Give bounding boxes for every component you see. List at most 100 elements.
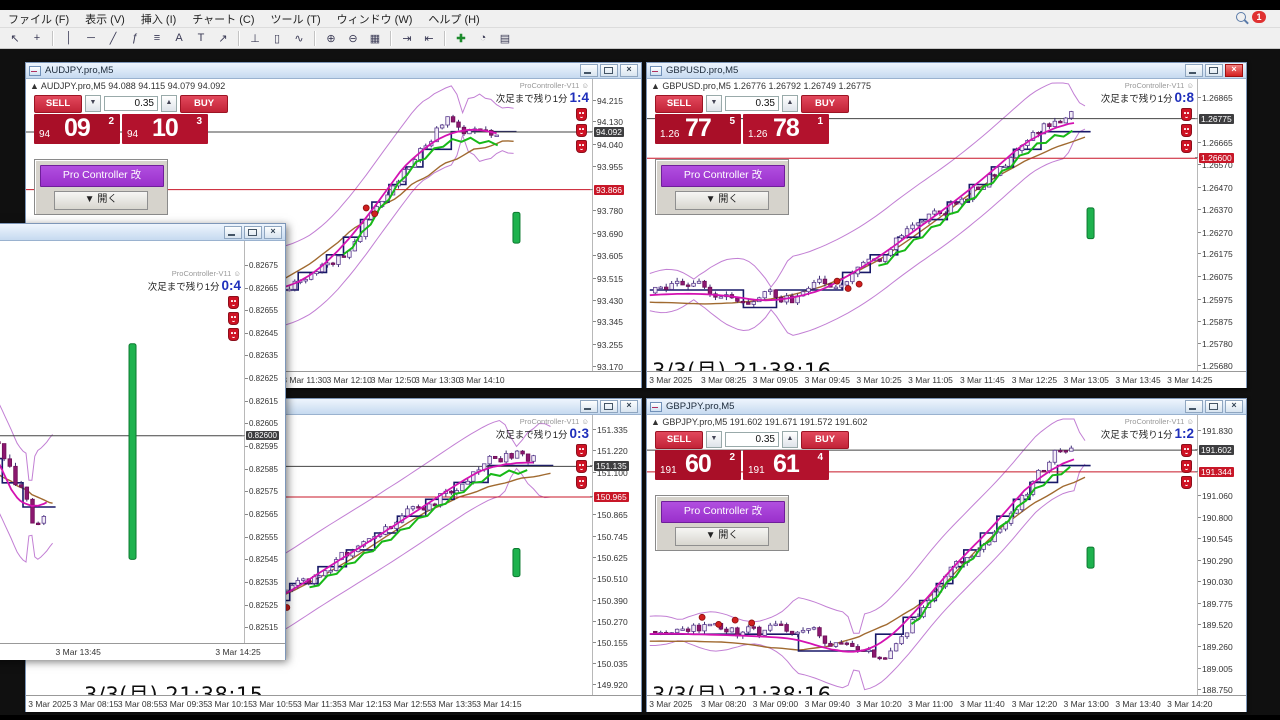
price-label: 150.625 bbox=[593, 553, 628, 564]
gbpusd-chart[interactable] bbox=[647, 79, 1198, 372]
line-chart-icon[interactable]: ∿ bbox=[294, 32, 304, 45]
price-label: 1.26270 bbox=[1198, 227, 1233, 238]
countdown-value: 0:3 bbox=[569, 426, 589, 441]
open-button[interactable]: ▼ 開く bbox=[54, 191, 148, 210]
periods-icon[interactable]: ◔ bbox=[479, 32, 487, 44]
text-icon[interactable]: A bbox=[175, 32, 183, 44]
menu-help[interactable]: ヘルプ (H) bbox=[428, 13, 480, 26]
trendline-icon[interactable]: ╱ bbox=[109, 32, 117, 45]
lot-input[interactable] bbox=[104, 96, 158, 111]
cursor-icon[interactable]: ↖ bbox=[10, 32, 20, 45]
menu-insert[interactable]: 挿入 (I) bbox=[140, 13, 177, 26]
window-floating-titlebar[interactable]: × bbox=[0, 224, 285, 241]
lot-decrease-button[interactable]: ▼ bbox=[706, 95, 722, 112]
horizontal-line-icon[interactable]: ─ bbox=[87, 32, 95, 44]
maximize-button[interactable] bbox=[1205, 400, 1223, 413]
menu-view[interactable]: 表示 (V) bbox=[85, 13, 125, 26]
floating-chart[interactable] bbox=[0, 241, 245, 644]
time-axis[interactable]: 3 Mar 2025 3 Mar 08:15 3 Mar 08:55 3 Mar 09… bbox=[26, 695, 641, 712]
chart-window-icon bbox=[29, 65, 41, 76]
menu-window[interactable]: ウィンドウ (W) bbox=[336, 13, 413, 26]
price-axis[interactable]: 151.335 151.220 151.100 150.865 150.745 150.6… bbox=[590, 415, 641, 696]
open-button[interactable]: ▼ 開く bbox=[675, 527, 769, 546]
time-axis[interactable]: 3 Mar 13:45 3 Mar 14:25 bbox=[0, 643, 285, 660]
arrows-icon[interactable]: ↗ bbox=[218, 32, 228, 45]
close-button[interactable]: × bbox=[1225, 64, 1243, 77]
sell-price-box[interactable]: 1.26 77 5 bbox=[655, 114, 741, 144]
sell-price-box[interactable]: 191 60 2 bbox=[655, 450, 741, 480]
window-gbpjpy-titlebar[interactable]: GBPJPY.pro,M5 × bbox=[647, 399, 1246, 415]
lot-increase-button[interactable]: ▲ bbox=[161, 95, 177, 112]
auto-scroll-icon[interactable]: ⇥ bbox=[402, 32, 412, 45]
sell-button[interactable]: SELL bbox=[655, 94, 703, 113]
candlestick-chart-icon[interactable]: ▯ bbox=[273, 32, 281, 45]
equidistant-channel-icon[interactable]: ≡ bbox=[153, 32, 161, 44]
price-axis[interactable]: 94.215 94.130 94.040 93.955 93.780 93.690 93.6… bbox=[590, 79, 641, 372]
lot-decrease-button[interactable]: ▼ bbox=[706, 431, 722, 448]
window-gbpusd-titlebar[interactable]: GBPUSD.pro,M5 × bbox=[647, 63, 1246, 79]
price-axis[interactable]: 191.830 191.060 190.800 190.545 190.290 190.0… bbox=[1195, 415, 1246, 696]
tile-windows-icon[interactable]: ▦ bbox=[369, 32, 381, 45]
price-label: 1.26175 bbox=[1198, 249, 1233, 260]
buy-price-box[interactable]: 1.26 78 1 bbox=[743, 114, 829, 144]
price-axis[interactable]: 1.26865 1.26665 1.26570 1.26470 1.26370 1.262… bbox=[1195, 79, 1246, 372]
minimize-button[interactable] bbox=[1185, 400, 1203, 413]
lot-increase-button[interactable]: ▲ bbox=[782, 431, 798, 448]
time-label: 3 Mar 13:00 bbox=[1063, 699, 1109, 709]
minimize-button[interactable] bbox=[1185, 64, 1203, 77]
price-label: 0.82535 bbox=[245, 577, 278, 587]
lot-increase-button[interactable]: ▲ bbox=[782, 95, 798, 112]
maximize-button[interactable] bbox=[600, 400, 618, 413]
minimize-button[interactable] bbox=[224, 225, 242, 239]
lot-input[interactable] bbox=[725, 432, 779, 447]
time-axis[interactable]: 3 Mar 2025 3 Mar 08:25 3 Mar 09:05 3 Mar 09… bbox=[647, 371, 1246, 388]
menu-tools[interactable]: ツール (T) bbox=[270, 13, 321, 26]
sell-button[interactable]: SELL bbox=[34, 94, 82, 113]
pro-controller-button[interactable]: Pro Controller 改 bbox=[40, 165, 164, 187]
window-audjpy-titlebar[interactable]: AUDJPY.pro,M5 × bbox=[26, 63, 641, 79]
close-button[interactable]: × bbox=[620, 64, 638, 77]
bar-chart-icon[interactable]: ⊥ bbox=[250, 32, 260, 45]
vertical-line-icon[interactable]: │ bbox=[65, 32, 73, 44]
minimize-button[interactable] bbox=[580, 64, 598, 77]
buy-price-box[interactable]: 94 10 3 bbox=[122, 114, 208, 144]
close-button[interactable]: × bbox=[264, 225, 282, 239]
indicators-icon[interactable]: ✚ bbox=[456, 32, 466, 45]
sell-button[interactable]: SELL bbox=[655, 430, 703, 449]
maximize-button[interactable] bbox=[600, 64, 618, 77]
open-button[interactable]: ▼ 開く bbox=[675, 191, 769, 210]
templates-icon[interactable]: ▤ bbox=[499, 32, 511, 45]
chart-shift-icon[interactable]: ⇤ bbox=[424, 32, 434, 45]
maximize-button[interactable] bbox=[244, 225, 262, 239]
audjpy-chart[interactable] bbox=[26, 79, 593, 372]
pro-controller-button[interactable]: Pro Controller 改 bbox=[661, 165, 785, 187]
zoom-in-icon[interactable]: ⊕ bbox=[326, 32, 336, 45]
sell-price-box[interactable]: 94 09 2 bbox=[34, 114, 120, 144]
maximize-button[interactable] bbox=[1205, 64, 1223, 77]
pro-controller-button[interactable]: Pro Controller 改 bbox=[661, 501, 785, 523]
price-label: 0.82625 bbox=[245, 374, 278, 384]
time-label: 3 Mar 08:25 bbox=[700, 375, 747, 385]
crosshair-icon[interactable]: + bbox=[33, 32, 41, 44]
buy-button[interactable]: BUY bbox=[180, 94, 228, 113]
close-button[interactable]: × bbox=[1225, 400, 1243, 413]
text-label-icon[interactable]: T bbox=[197, 32, 205, 44]
gbpjpy-chart[interactable] bbox=[647, 415, 1198, 696]
minimize-button[interactable] bbox=[580, 400, 598, 413]
search-icon[interactable] bbox=[1236, 12, 1246, 22]
lot-decrease-button[interactable]: ▼ bbox=[85, 95, 101, 112]
menu-file[interactable]: ファイル (F) bbox=[8, 13, 70, 26]
time-axis[interactable]: 3 Mar 2025 3 Mar 08:20 3 Mar 09:00 3 Mar 09… bbox=[647, 695, 1246, 712]
notification-badge[interactable]: 1 bbox=[1252, 11, 1266, 23]
menu-charts[interactable]: チャート (C) bbox=[192, 13, 255, 26]
buy-button[interactable]: BUY bbox=[801, 430, 849, 449]
zoom-out-icon[interactable]: ⊖ bbox=[348, 32, 358, 45]
time-label: 3 Mar 13:45 bbox=[55, 647, 101, 657]
lot-input[interactable] bbox=[725, 96, 779, 111]
close-button[interactable]: × bbox=[620, 400, 638, 413]
buy-price-box[interactable]: 191 61 4 bbox=[743, 450, 829, 480]
buy-button[interactable]: BUY bbox=[801, 94, 849, 113]
price-axis[interactable]: 0.82675 0.82665 0.82655 0.82645 0.82635 0.826… bbox=[242, 241, 285, 644]
price-label: 1.25975 bbox=[1198, 294, 1233, 305]
fibonacci-icon[interactable]: ƒ bbox=[131, 32, 139, 44]
